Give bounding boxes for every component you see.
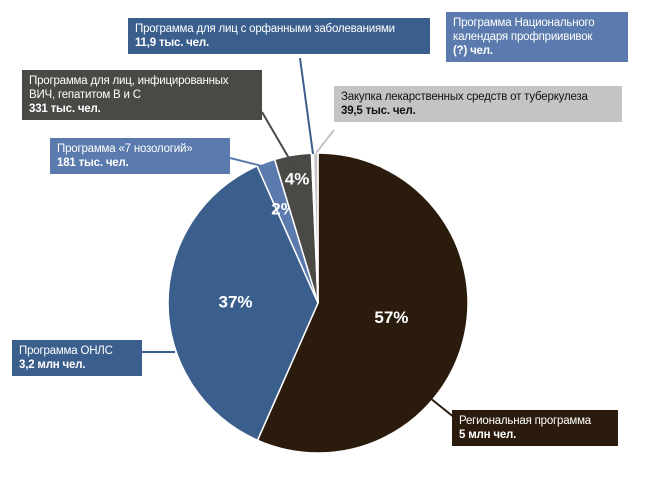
callout-count: 181 тыс. чел. [57,157,129,169]
callout-name: Программа ОНЛС [19,345,113,357]
leader-line [429,397,456,419]
callout-box: Программа ОНЛС 3,2 млн чел. [12,340,142,376]
callout-count: (?) чел. [453,45,493,57]
callout-name: Программа для лиц, инфицированных ВИЧ, г… [29,75,229,101]
callout-count: 331 тыс. чел. [29,103,101,115]
callout-box: Программа для лиц с орфанными заболевани… [128,18,430,54]
leader-line [299,57,314,155]
pie-slice [167,164,319,442]
leader-line [315,129,335,154]
leader-line [229,157,271,169]
callout-name: Региональная программа [459,415,592,427]
callout-name: Программа «7 нозологий» [57,143,193,155]
callout-name: Программа Национального календаря профпр… [453,17,595,43]
callout-name: Программа для лиц с орфанными заболевани… [135,23,395,35]
callout-name: Закупка лекарственных средств от туберку… [341,91,588,103]
callout-count: 3,2 млн чел. [19,359,86,371]
slice-label: 4% [285,170,310,189]
callout-box: Региональная программа 5 млн чел. [452,410,618,446]
slice-label: 37% [218,293,252,312]
callout-box: Программа «7 нозологий» 181 тыс. чел. [50,138,230,174]
leader-line [261,111,291,161]
callout-count: 39,5 тыс. чел. [341,105,416,117]
pie-slice [256,152,469,454]
callout-count: 11,9 тыс. чел. [135,37,209,49]
callout-count: 5 млн чел. [459,429,517,441]
slice-label: 57% [374,308,408,327]
callout-box: Закупка лекарственных средств от туберку… [334,86,622,122]
callout-box: Программа для лиц, инфицированных ВИЧ, г… [22,70,262,120]
callout-box: Программа Национального календаря профпр… [446,12,628,62]
